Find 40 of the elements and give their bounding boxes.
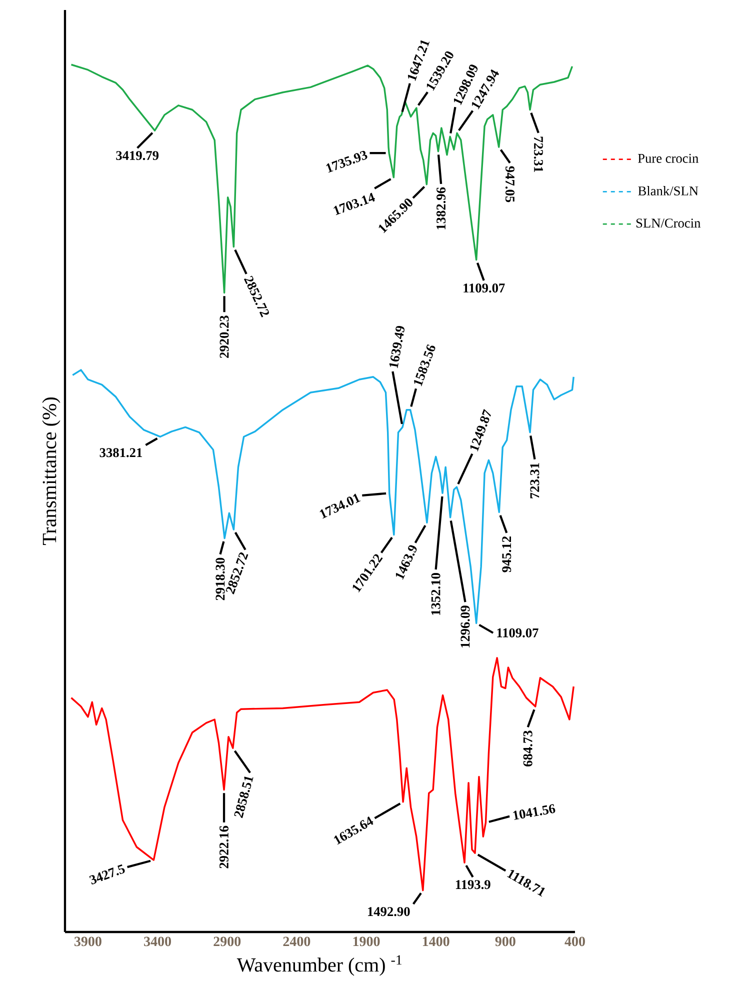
annotation: 3427.5 bbox=[89, 864, 125, 884]
annotation: 3419.79 bbox=[116, 151, 159, 160]
annotation: 1583.56 bbox=[414, 344, 436, 386]
annotation: 1109.07 bbox=[497, 628, 538, 638]
annotation: 1382.96 bbox=[436, 187, 446, 230]
annotation: 947.05 bbox=[505, 166, 514, 202]
annotation: 3381.21 bbox=[100, 448, 142, 458]
annotation: 1352.10 bbox=[431, 573, 440, 615]
annotation: 1041.56 bbox=[513, 804, 556, 820]
annotation: 1249.87 bbox=[470, 409, 491, 452]
annotation: 2922.16 bbox=[220, 826, 229, 868]
x-tick-label: 1900 bbox=[353, 936, 380, 946]
annotation: 1639.49 bbox=[389, 326, 404, 368]
annotation: 1109.07 bbox=[464, 284, 505, 293]
y-axis-title: Transmittance (%) bbox=[42, 398, 60, 545]
annotation: 1296.09 bbox=[460, 606, 470, 648]
x-tick-label: 900 bbox=[495, 936, 516, 946]
legend-label: SLN/Crocin bbox=[636, 218, 701, 228]
annotation: 2918.30 bbox=[216, 558, 225, 600]
annotation: 1492.90 bbox=[368, 907, 410, 916]
x-tick-label: 2900 bbox=[214, 936, 241, 946]
x-tick-label: 3400 bbox=[144, 936, 171, 946]
x-axis-title: Wavenumber (cm) $^{-1}$ bbox=[236, 955, 402, 976]
x-tick-label: 2400 bbox=[283, 936, 310, 946]
x-tick-label: 1400 bbox=[422, 936, 450, 946]
annotation: 2920.23 bbox=[220, 316, 229, 358]
annotation: 723.31 bbox=[534, 136, 543, 172]
legend-label: Pure crocin bbox=[638, 154, 698, 163]
annotation: 1703.14 bbox=[334, 192, 375, 216]
legend-label: Blank/SLN bbox=[638, 186, 698, 196]
annotation: 2858.51 bbox=[234, 776, 254, 818]
annotation: 723.31 bbox=[530, 463, 540, 498]
x-tick-label: 3900 bbox=[74, 936, 102, 946]
annotation: 1463.9 bbox=[396, 545, 417, 580]
annotation: 1735.93 bbox=[326, 150, 368, 173]
annotation: 945.12 bbox=[502, 536, 512, 572]
x-tick-label: 400 bbox=[564, 936, 585, 946]
annotation: 1193.9 bbox=[456, 880, 490, 890]
annotation: 684.73 bbox=[523, 730, 532, 766]
annotation: 1647.21 bbox=[408, 40, 430, 81]
